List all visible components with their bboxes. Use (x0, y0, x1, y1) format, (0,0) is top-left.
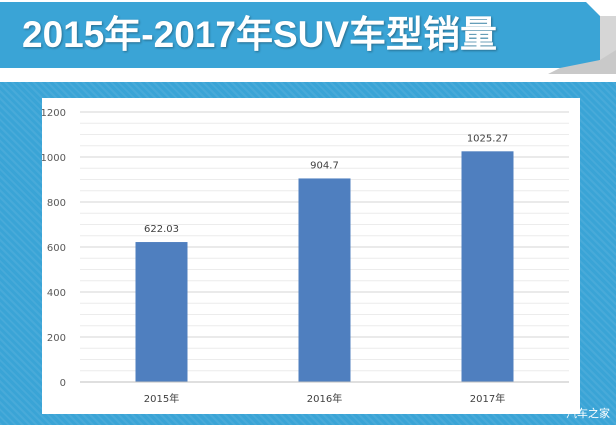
data-label: 904.7 (310, 160, 339, 171)
page-title: 2015年-2017年SUV车型销量 (22, 14, 498, 55)
y-tick-label: 0 (60, 378, 66, 389)
y-tick-label: 400 (47, 288, 66, 299)
bar-chart: 0 200 400 600 800 1000 1200 622.03 2015年 904.7 201… (42, 108, 569, 405)
data-label: 622.03 (144, 224, 179, 235)
bar-2015年 (135, 242, 188, 382)
y-tick-label: 800 (47, 198, 66, 209)
bar-2016年 (298, 178, 351, 382)
watermark: 汽车之家 (566, 407, 610, 420)
title-banner (0, 0, 616, 74)
x-tick-label: 2016年 (307, 392, 342, 405)
data-label: 1025.27 (467, 133, 508, 144)
chart-panel: 0 200 400 600 800 1000 1200 622.03 2015年 904.7 201… (42, 98, 580, 414)
y-tick-label: 1000 (42, 153, 66, 164)
y-tick-label: 600 (47, 243, 66, 254)
y-tick-label: 200 (47, 333, 66, 344)
bar-2017年 (461, 151, 514, 382)
y-tick-label: 1200 (42, 108, 66, 119)
x-tick-label: 2017年 (470, 392, 505, 405)
x-tick-label: 2015年 (144, 392, 179, 405)
